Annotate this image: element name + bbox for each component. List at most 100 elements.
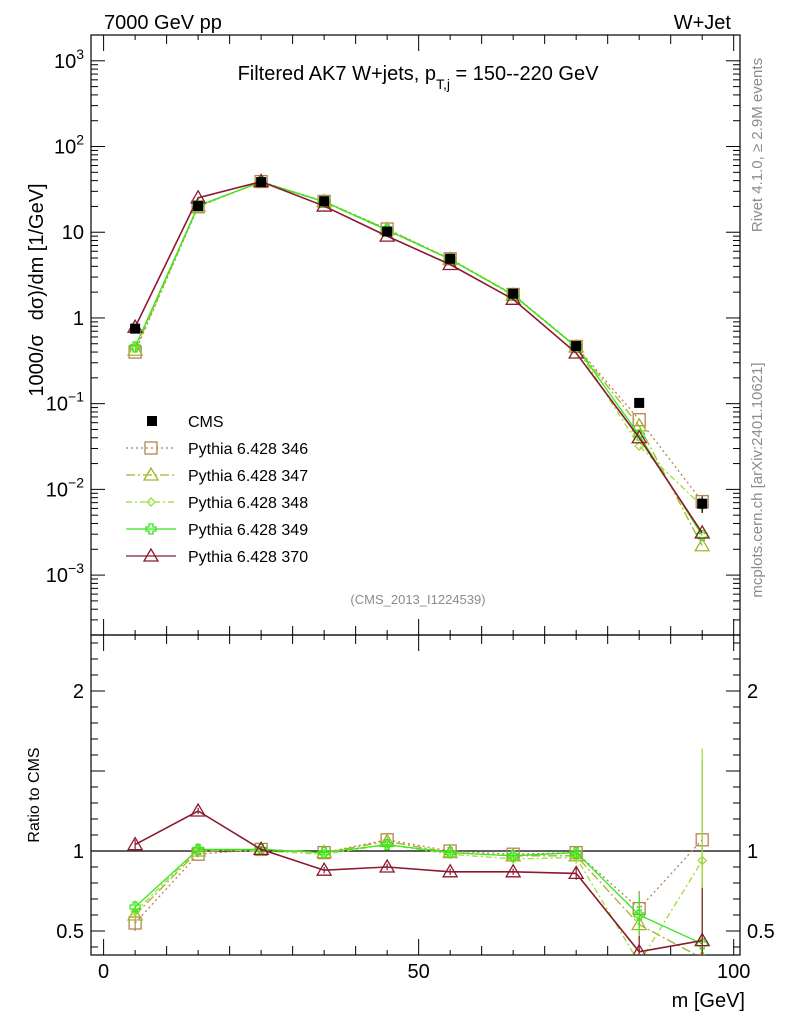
tick-base: 10	[62, 222, 84, 244]
ratio-series-layer	[126, 748, 711, 967]
legend-cms-marker	[147, 416, 157, 426]
ratio-series-point	[694, 932, 711, 947]
tick-exponent: −1	[68, 389, 84, 405]
analysis-reference: (CMS_2013_I1224539)	[350, 592, 485, 607]
ratio-series-line	[134, 839, 703, 924]
main-series-line	[134, 181, 703, 536]
ratio-series-point	[192, 843, 204, 856]
cms-data-point	[571, 341, 582, 352]
main-y-tick-label: 10−3	[46, 560, 84, 587]
main-y-tick-label: 103	[54, 46, 84, 73]
ratio-series-point	[633, 909, 645, 921]
tick-exponent: −3	[68, 560, 84, 576]
main-series-point	[568, 344, 585, 359]
ratio-series-point	[130, 906, 141, 917]
ratio-series-line	[134, 810, 703, 953]
legend-marker	[142, 547, 160, 562]
legend: CMS Pythia 6.428 346 Pythia 6.428 347 Pythi…	[126, 414, 308, 566]
x-tick-label: 100	[717, 961, 750, 983]
tick-exponent: 3	[76, 46, 84, 62]
main-series-line	[134, 180, 703, 534]
main-series-point	[634, 441, 645, 451]
ratio-series-line	[134, 843, 703, 945]
tick-base: 10	[46, 565, 68, 587]
cms-data-point	[193, 201, 204, 212]
ratio-series-point	[193, 844, 204, 855]
tick-base: 10	[54, 51, 76, 73]
main-y-tick-label: 10	[62, 222, 84, 244]
ratio-y-tick-labels: 0.5 0.5 1 1 2 2	[56, 681, 775, 943]
ratio-series-point	[568, 865, 585, 880]
cms-data-point	[697, 498, 708, 509]
main-y-tick-label: 10−2	[46, 474, 84, 501]
ratio-series-point	[444, 846, 456, 859]
ratio-series-point	[505, 863, 522, 878]
x-tick-label: 0	[98, 961, 109, 983]
x-tick-labels: 0 50 100	[98, 961, 750, 983]
main-plot-frame	[90, 34, 741, 636]
legend-label: Pythia 6.428 349	[188, 522, 308, 539]
x-tick-label: 50	[408, 961, 430, 983]
ratio-series-point	[632, 943, 646, 955]
main-series-point	[633, 429, 645, 441]
ratio-axis-label: Ratio to CMS	[26, 747, 43, 842]
header-left: 7000 GeV pp	[104, 12, 222, 34]
ratio-series-line	[134, 840, 698, 955]
tick-exponent: −2	[68, 474, 84, 490]
legend-label: Pythia 6.428 346	[188, 441, 308, 458]
cms-data-point	[445, 253, 456, 264]
tick-exponent: 2	[76, 132, 84, 148]
ratio-series-point	[697, 855, 708, 866]
mcplots-label: mcplots.cern.ch [arXiv:2401.10621]	[749, 362, 766, 597]
ratio-y-tick-label: 0.5	[56, 921, 84, 943]
ratio-series-point	[189, 802, 207, 817]
ratio-series-point	[252, 841, 270, 856]
ratio-series-point	[507, 850, 519, 862]
main-y-ticks	[91, 34, 740, 636]
legend-marker	[144, 441, 158, 455]
ratio-plot-frame	[90, 634, 741, 956]
x-ticks	[103, 35, 735, 955]
legend-marker	[146, 497, 156, 507]
ratio-series-point	[442, 863, 459, 878]
legend-label: Pythia 6.428 370	[188, 549, 308, 566]
main-series-point	[694, 537, 711, 552]
main-series-point	[694, 524, 711, 539]
ratio-series-point	[316, 861, 333, 876]
legend-marker	[145, 523, 157, 535]
main-series-point	[129, 341, 141, 353]
ratio-y-tick-label: 1	[73, 841, 84, 863]
ratio-series-point	[126, 906, 144, 921]
legend-label: CMS	[188, 414, 224, 431]
ratio-y-tick-label-right: 1	[747, 841, 758, 863]
cms-data-point	[382, 226, 393, 237]
ratio-series-point	[381, 838, 393, 851]
tick-base: 1	[73, 308, 84, 330]
ratio-series-point	[635, 959, 643, 967]
ratio-series-point	[129, 901, 141, 913]
y-axis-label: 1000/σdσ)/dm [1/GeV]	[26, 183, 48, 396]
rivet-version-label: Rivet 4.1.0, ≥ 2.9M events	[749, 58, 766, 232]
header-right: W+Jet	[674, 12, 732, 34]
x-axis-label: m [GeV]	[672, 990, 745, 1012]
main-series-point	[130, 343, 141, 354]
ratio-y-tick-label-right: 0.5	[747, 921, 775, 943]
ratio-series-point	[379, 858, 396, 873]
tick-base: 10	[46, 394, 68, 416]
tick-base: 10	[54, 137, 76, 159]
legend-label: Pythia 6.428 347	[188, 468, 308, 485]
cms-data-point	[256, 177, 267, 188]
legend-label: Pythia 6.428 348	[188, 495, 308, 512]
ratio-y-tick-label-right: 2	[747, 681, 758, 703]
ratio-series-point	[570, 846, 582, 859]
ratio-series-point	[126, 836, 144, 851]
main-y-tick-label: 10−1	[46, 389, 84, 416]
main-y-tick-label: 102	[54, 132, 84, 159]
plot-title: Filtered AK7 W+jets, pT,j = 150--220 GeV	[238, 63, 600, 92]
ratio-series-point	[318, 846, 330, 859]
cms-data-point	[634, 397, 645, 408]
ratio-series-line	[134, 843, 703, 955]
ratio-series-point	[382, 839, 393, 850]
